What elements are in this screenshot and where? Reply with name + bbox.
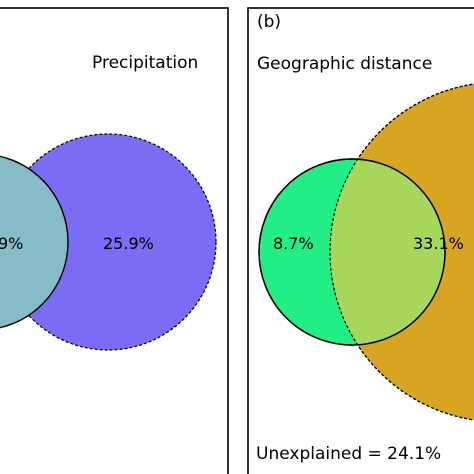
overlap-value-a: 9% bbox=[0, 234, 23, 253]
overlap-value-b: 33.1% bbox=[413, 234, 464, 253]
panel-b-label: (b) bbox=[257, 12, 281, 32]
overlap-region-a bbox=[0, 155, 69, 329]
precipitation-only-value: 25.9% bbox=[103, 234, 154, 253]
panel-a-frame bbox=[0, 7, 229, 474]
green-circle-outline bbox=[258, 158, 446, 346]
unexplained-label: Unexplained = 24.1% bbox=[256, 444, 441, 464]
left-only-value: 8.7% bbox=[273, 234, 314, 253]
panel-a: Precipitation 9% 25.9% bbox=[0, 53, 217, 351]
precipitation-circle bbox=[0, 133, 217, 351]
geographic-distance-label: Geographic distance bbox=[257, 54, 432, 74]
panel-b-frame bbox=[247, 7, 474, 474]
precipitation-label: Precipitation bbox=[92, 53, 198, 73]
panel-b: (b) Geographic distance 8.7% 33.1% Unexp… bbox=[256, 12, 474, 464]
